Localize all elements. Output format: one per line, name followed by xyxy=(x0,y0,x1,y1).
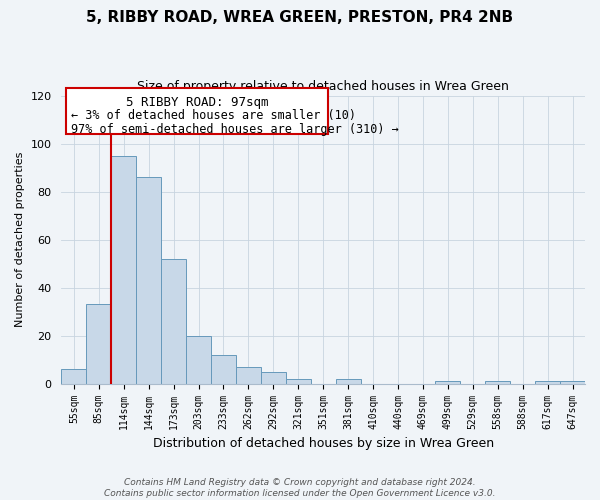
Bar xyxy=(436,382,460,384)
Bar xyxy=(211,355,236,384)
Bar xyxy=(67,88,328,134)
Bar xyxy=(261,372,286,384)
Bar xyxy=(485,382,510,384)
X-axis label: Distribution of detached houses by size in Wrea Green: Distribution of detached houses by size … xyxy=(152,437,494,450)
Y-axis label: Number of detached properties: Number of detached properties xyxy=(15,152,25,328)
Bar xyxy=(86,304,111,384)
Text: 97% of semi-detached houses are larger (310) →: 97% of semi-detached houses are larger (… xyxy=(71,123,399,136)
Bar xyxy=(161,259,186,384)
Bar xyxy=(111,156,136,384)
Bar xyxy=(186,336,211,384)
Title: Size of property relative to detached houses in Wrea Green: Size of property relative to detached ho… xyxy=(137,80,509,93)
Bar xyxy=(335,379,361,384)
Text: 5, RIBBY ROAD, WREA GREEN, PRESTON, PR4 2NB: 5, RIBBY ROAD, WREA GREEN, PRESTON, PR4 … xyxy=(86,10,514,25)
Bar xyxy=(236,367,261,384)
Text: ← 3% of detached houses are smaller (10): ← 3% of detached houses are smaller (10) xyxy=(71,109,356,122)
Bar xyxy=(286,379,311,384)
Text: 5 RIBBY ROAD: 97sqm: 5 RIBBY ROAD: 97sqm xyxy=(126,96,269,108)
Bar xyxy=(535,382,560,384)
Bar xyxy=(560,382,585,384)
Bar xyxy=(136,177,161,384)
Bar xyxy=(61,370,86,384)
Text: Contains HM Land Registry data © Crown copyright and database right 2024.
Contai: Contains HM Land Registry data © Crown c… xyxy=(104,478,496,498)
